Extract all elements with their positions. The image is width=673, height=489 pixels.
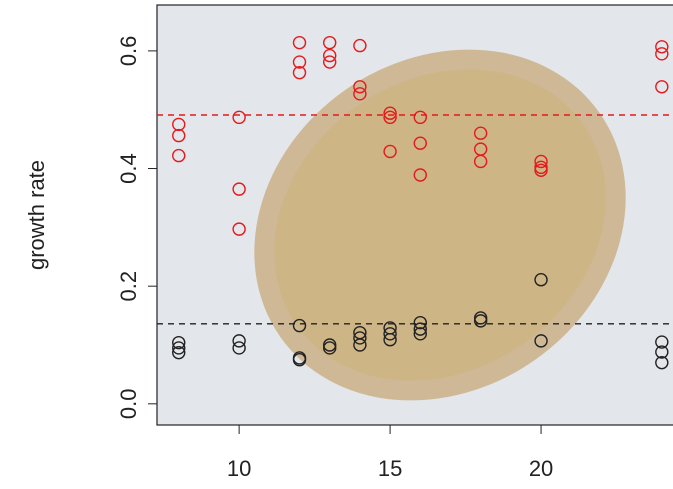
- x-tick-label: 20: [529, 456, 553, 481]
- page: growth rate 0.00.20.40.6101520 (() => { …: [0, 0, 673, 489]
- y-axis-label: growth rate: [24, 160, 49, 270]
- x-tick-label: 10: [227, 456, 251, 481]
- y-tick-label: 0.2: [116, 271, 141, 302]
- y-tick-label: 0.4: [116, 153, 141, 184]
- chart: growth rate 0.0 0.2 0.4 0.6 10 15 20: [0, 0, 673, 489]
- x-tick-label: 15: [378, 456, 402, 481]
- y-tick-label: 0.6: [116, 36, 141, 67]
- y-tick-label: 0.0: [116, 389, 141, 420]
